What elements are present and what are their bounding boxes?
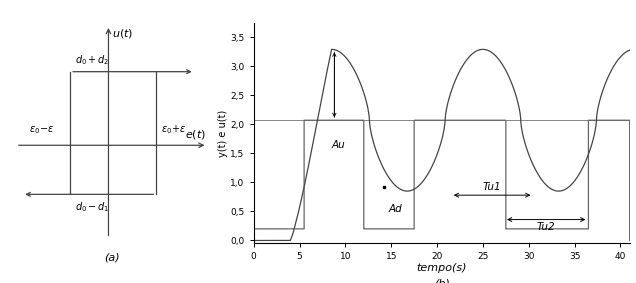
Text: $u(t)$: $u(t)$ [113,27,134,40]
Text: Au: Au [331,140,345,150]
Text: Tu2: Tu2 [537,222,555,232]
Text: (a): (a) [104,252,120,262]
Text: $\varepsilon_0\!-\!\varepsilon$: $\varepsilon_0\!-\!\varepsilon$ [29,125,54,136]
Y-axis label: y(t) e u(t): y(t) e u(t) [218,110,228,156]
Text: $d_0-d_1$: $d_0-d_1$ [75,200,110,214]
Text: Ad: Ad [389,203,402,214]
X-axis label: tempo(s): tempo(s) [417,263,467,273]
Text: $\varepsilon_0\!+\!\varepsilon$: $\varepsilon_0\!+\!\varepsilon$ [161,124,187,136]
Text: Tu1: Tu1 [483,182,501,192]
Text: (b): (b) [434,279,450,283]
Text: $d_0+d_2$: $d_0+d_2$ [75,53,110,67]
Text: $e(t)$: $e(t)$ [185,128,206,141]
